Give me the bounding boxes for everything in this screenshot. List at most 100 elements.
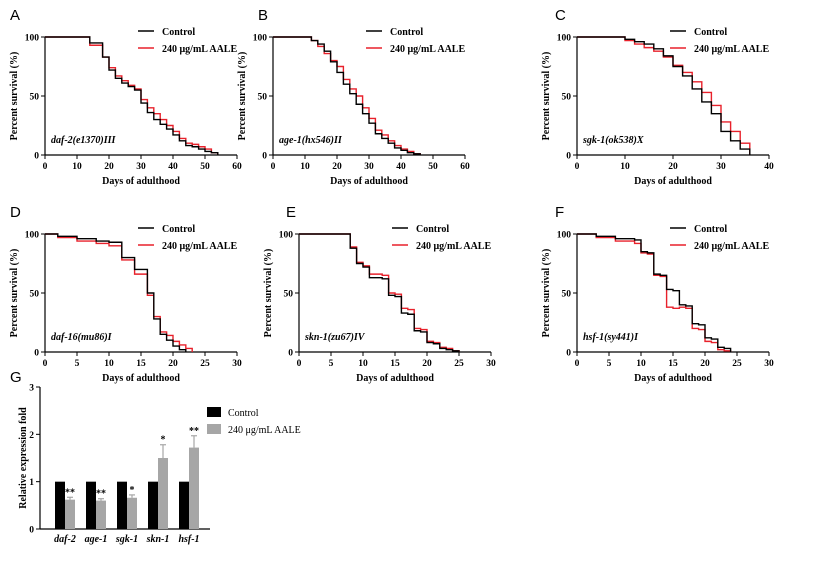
category-label-hsf-1: hsf-1 [178, 534, 199, 545]
x-axis-label-a: Days of adulthood [102, 176, 180, 187]
x-tick-label-d: 5 [75, 359, 80, 369]
legend-treatment-label-c: 240 μg/mL AALE [694, 44, 769, 55]
bar-control-age-1 [86, 481, 96, 529]
bar-control-hsf-1 [179, 481, 189, 529]
category-label-sgk-1: sgk-1 [115, 534, 138, 545]
x-tick-label-f: 20 [700, 359, 710, 369]
x-tick-label-a: 30 [136, 162, 146, 172]
x-tick-label-b: 40 [396, 162, 406, 172]
legend-treatment-label-g: 240 μg/mL AALE [228, 425, 301, 436]
y-axis-label-a: Percent survival (%) [9, 52, 20, 141]
panel-f: F 0 5 10 15 20 25 30 0 50 100 Days of adulthood Perc… [541, 204, 774, 384]
panel-letter-c: C [555, 7, 566, 24]
strain-label-f: hsf-1(sy441)I [583, 332, 639, 343]
y-tick-label-e: 0 [288, 349, 293, 359]
panel-letter-g: G [10, 369, 22, 386]
x-tick-label-a: 20 [104, 162, 114, 172]
panel-letter-a: A [10, 7, 20, 24]
panel-a: A 0 10 20 30 40 50 60 0 50 100 Days of adulthood Per… [9, 7, 242, 187]
legend-control-label-f: Control [694, 224, 727, 235]
legend-control-label-a: Control [162, 27, 195, 38]
x-axis-label-f: Days of adulthood [634, 373, 712, 384]
x-tick-label-c: 30 [716, 162, 726, 172]
y-tick-label-b: 0 [262, 152, 267, 162]
y-tick-label-d: 0 [34, 349, 39, 359]
strain-label-b: age-1(hx546)II [279, 135, 343, 146]
y-tick-label-c: 0 [566, 152, 571, 162]
x-tick-label-f: 10 [636, 359, 646, 369]
y-axis-label-g: Relative expression fold [18, 407, 29, 509]
y-tick-label-g: 1 [29, 478, 34, 488]
y-tick-label-g: 2 [29, 431, 34, 441]
legend-control-label-d: Control [162, 224, 195, 235]
legend-control-label-g: Control [228, 408, 259, 419]
x-tick-label-d: 25 [200, 359, 210, 369]
control-survival-line-e [299, 233, 460, 352]
y-axis-label-e: Percent survival (%) [263, 249, 274, 338]
x-tick-label-d: 10 [104, 359, 114, 369]
panel-b: B 0 10 20 30 40 50 60 0 50 100 Days of adulthood Per… [237, 7, 470, 187]
x-tick-label-a: 10 [72, 162, 82, 172]
x-tick-label-e: 10 [358, 359, 368, 369]
x-tick-label-d: 15 [136, 359, 146, 369]
y-tick-label-d: 100 [25, 231, 40, 241]
bar-control-skn-1 [148, 481, 158, 529]
strain-label-a: daf-2(e1370)III [51, 135, 117, 146]
x-tick-label-f: 0 [575, 359, 580, 369]
legend-control-swatch-g [207, 407, 221, 417]
y-axis-label-c: Percent survival (%) [541, 52, 552, 141]
strain-label-e: skn-1(zu67)IV [304, 332, 366, 343]
legend-control-label-c: Control [694, 27, 727, 38]
legend-control-label-e: Control [416, 224, 449, 235]
y-tick-label-e: 100 [279, 231, 294, 241]
significance-sgk-1: * [130, 485, 135, 496]
x-tick-label-f: 5 [607, 359, 612, 369]
significance-daf-2: ** [65, 487, 75, 498]
legend-treatment-label-e: 240 μg/mL AALE [416, 241, 491, 252]
bar-treatment-skn-1 [158, 458, 168, 529]
y-axis-label-f: Percent survival (%) [541, 249, 552, 338]
x-tick-label-e: 5 [329, 359, 334, 369]
y-tick-label-g: 0 [29, 526, 34, 536]
panel-letter-d: D [10, 204, 21, 221]
bar-control-sgk-1 [117, 481, 127, 529]
legend-treatment-label-f: 240 μg/mL AALE [694, 241, 769, 252]
x-tick-label-c: 0 [575, 162, 580, 172]
x-tick-label-a: 60 [232, 162, 242, 172]
x-axis-label-d: Days of adulthood [102, 373, 180, 384]
x-tick-label-b: 20 [332, 162, 342, 172]
y-tick-label-d: 50 [30, 290, 40, 300]
y-tick-label-b: 100 [253, 34, 268, 44]
bar-treatment-hsf-1 [189, 447, 199, 529]
control-survival-line-a [45, 36, 219, 155]
legend-treatment-label-b: 240 μg/mL AALE [390, 44, 465, 55]
category-label-daf-2: daf-2 [54, 534, 76, 545]
bar-control-daf-2 [55, 481, 65, 529]
panel-d: D 0 5 10 15 20 25 30 0 50 100 Days of adulthood Perc… [9, 204, 242, 384]
x-tick-label-e: 0 [297, 359, 302, 369]
legend-treatment-swatch-g [207, 424, 221, 434]
x-tick-label-e: 25 [454, 359, 464, 369]
y-tick-label-g: 3 [29, 384, 34, 394]
control-survival-line-d [45, 233, 187, 352]
x-tick-label-a: 0 [43, 162, 48, 172]
significance-hsf-1: ** [189, 426, 199, 437]
x-axis-label-e: Days of adulthood [356, 373, 434, 384]
x-axis-label-c: Days of adulthood [634, 176, 712, 187]
x-tick-label-e: 20 [422, 359, 432, 369]
y-tick-label-c: 100 [557, 34, 572, 44]
y-tick-label-f: 50 [562, 290, 572, 300]
bar-treatment-sgk-1 [127, 497, 137, 529]
y-tick-label-f: 100 [557, 231, 572, 241]
x-tick-label-a: 40 [168, 162, 178, 172]
x-tick-label-a: 50 [200, 162, 210, 172]
x-tick-label-f: 15 [668, 359, 678, 369]
legend-control-label-b: Control [390, 27, 423, 38]
y-tick-label-c: 50 [562, 93, 572, 103]
x-tick-label-c: 20 [668, 162, 678, 172]
x-tick-label-d: 20 [168, 359, 178, 369]
x-tick-label-f: 25 [732, 359, 742, 369]
y-tick-label-e: 50 [284, 290, 294, 300]
x-tick-label-b: 30 [364, 162, 374, 172]
y-tick-label-a: 50 [30, 93, 40, 103]
